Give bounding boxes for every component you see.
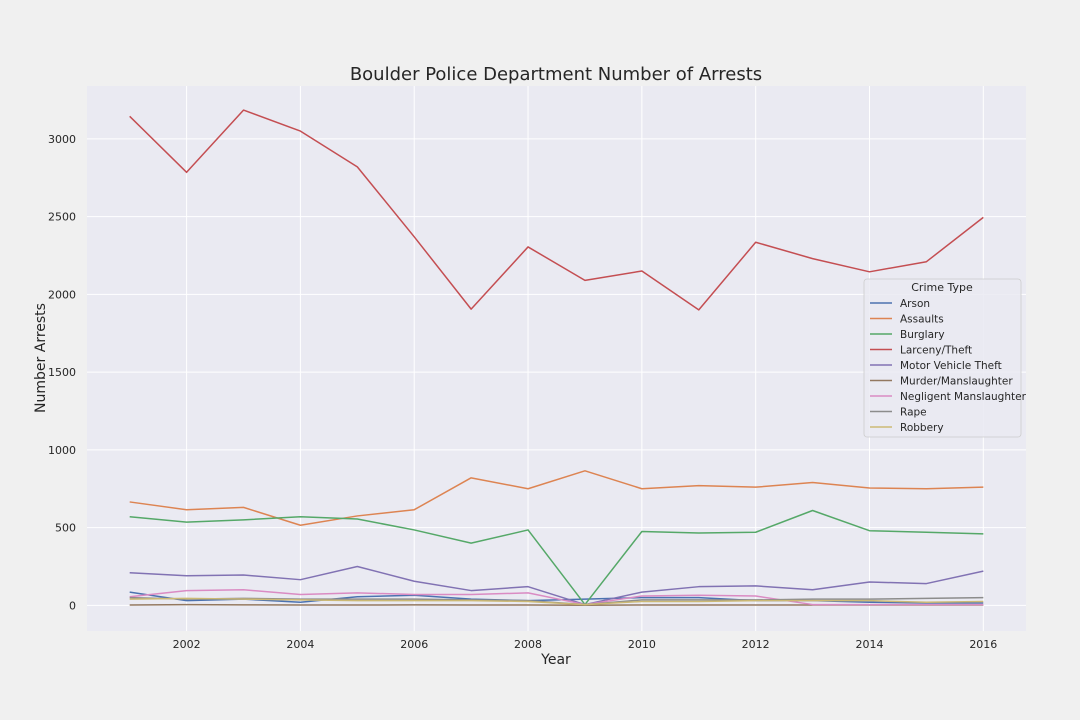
- series-line-motor-vehicle-theft: [129, 565, 984, 606]
- y-tick-label: 0: [69, 599, 76, 612]
- x-tick-label: 2002: [173, 638, 201, 651]
- x-axis-title: Year: [540, 652, 571, 668]
- series-line-robbery: [129, 597, 984, 606]
- legend-label-murder-manslaughter: Murder/Manslaughter: [900, 376, 1013, 388]
- tick-labels: 2002 2004 2006 2008 2010 2012 2014 2016 0 500 1000…: [48, 133, 997, 651]
- chart-title: Boulder Police Department Number of Arre…: [350, 64, 762, 85]
- legend-label-assaults: Assaults: [900, 314, 944, 326]
- legend-label-negligent-manslaughter: Negligent Manslaughter: [900, 391, 1027, 403]
- legend-label-rape: Rape: [900, 407, 927, 419]
- legend-label-arson: Arson: [900, 298, 930, 310]
- series-line-larceny-theft: [129, 109, 984, 311]
- legend: Crime Type Arson Assaults Burglary Larceny/…: [863, 278, 1027, 438]
- legend-box: [863, 278, 1022, 438]
- x-tick-label: 2008: [514, 638, 542, 651]
- y-axis-title: Number Arrests: [33, 303, 49, 413]
- y-tick-label: 500: [55, 522, 76, 535]
- series-line-arson: [129, 591, 984, 604]
- legend-label-motor-vehicle-theft: Motor Vehicle Theft: [900, 360, 1002, 372]
- x-tick-label: 2012: [742, 638, 770, 651]
- y-tick-label: 3000: [48, 133, 76, 146]
- legend-label-robbery: Robbery: [900, 422, 944, 434]
- y-tick-label: 1500: [48, 366, 76, 379]
- x-tick-label: 2014: [856, 638, 884, 651]
- series-line-negligent-manslaughter: [129, 589, 984, 606]
- series-line-assaults: [129, 470, 984, 527]
- x-tick-label: 2010: [628, 638, 656, 651]
- legend-items: Arson Assaults Burglary Larceny/Theft Motor …: [870, 298, 1027, 434]
- legend-title: Crime Type: [911, 281, 973, 294]
- legend-label-burglary: Burglary: [900, 329, 945, 341]
- x-tick-label: 2004: [286, 638, 314, 651]
- y-tick-label: 2000: [48, 288, 76, 301]
- x-tick-label: 2016: [969, 638, 997, 651]
- y-tick-label: 2500: [48, 211, 76, 224]
- y-tick-label: 1000: [48, 444, 76, 457]
- series-line-burglary: [129, 509, 984, 606]
- series-layer: [129, 109, 984, 606]
- legend-label-larceny-theft: Larceny/Theft: [900, 345, 972, 357]
- x-tick-label: 2006: [400, 638, 428, 651]
